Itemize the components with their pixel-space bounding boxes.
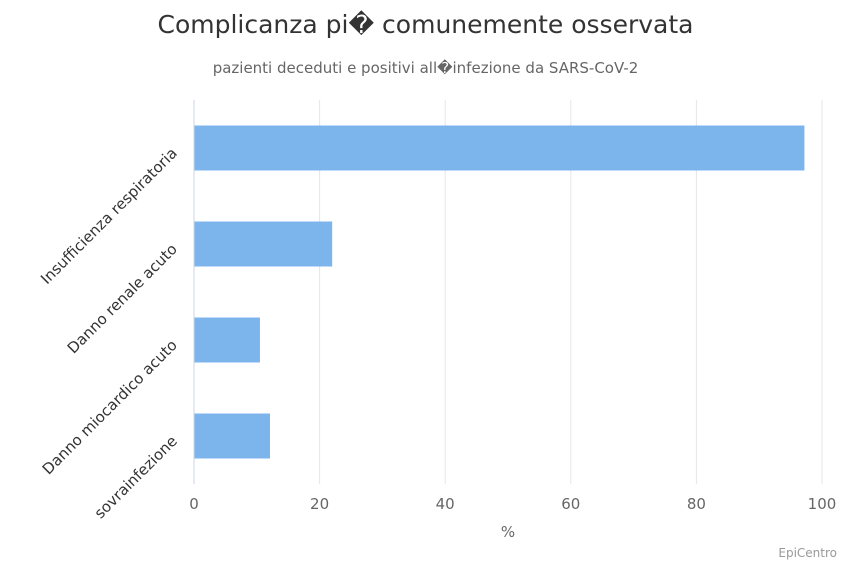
chart-subtitle: pazienti deceduti e positivi all�infezio… [212, 59, 639, 77]
bar[interactable] [194, 221, 333, 267]
x-tick-label: 0 [189, 495, 199, 513]
x-tick-label: 80 [687, 495, 706, 513]
x-tick-label: 40 [436, 495, 455, 513]
x-axis-title: % [501, 523, 515, 541]
credits-label[interactable]: EpiCentro [778, 546, 837, 560]
category-label: sovrainfezione [91, 432, 181, 522]
bars [194, 125, 805, 459]
x-tick-label: 100 [808, 495, 837, 513]
bar[interactable] [194, 125, 805, 171]
bar[interactable] [194, 413, 270, 459]
x-tick-label: 20 [310, 495, 329, 513]
bar[interactable] [194, 317, 260, 363]
chart-title: Complicanza pi� comunemente osservata [157, 10, 694, 39]
x-tick-label: 60 [561, 495, 580, 513]
